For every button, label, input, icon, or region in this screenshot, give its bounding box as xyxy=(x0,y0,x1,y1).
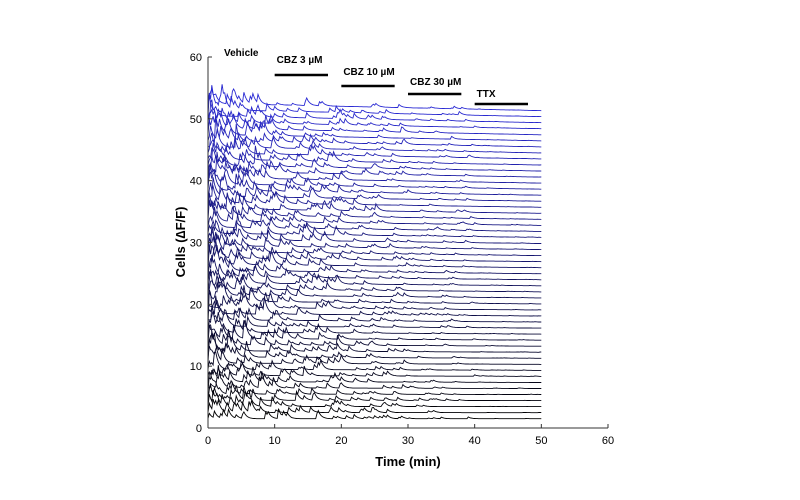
cell-trace xyxy=(207,329,542,353)
cell-trace xyxy=(207,141,542,166)
y-axis-label: Cells (∆F/F) xyxy=(173,207,188,278)
cell-trace xyxy=(208,151,542,184)
y-tick-label: 50 xyxy=(190,114,202,126)
cell-trace xyxy=(208,116,542,154)
x-tick-label: 60 xyxy=(602,435,614,447)
y-tick-label: 60 xyxy=(190,52,202,64)
cell-trace xyxy=(207,398,542,414)
cell-trace xyxy=(207,84,542,118)
x-tick-label: 50 xyxy=(535,435,547,447)
cell-trace xyxy=(207,269,542,299)
x-axis-label: Time (min) xyxy=(375,454,441,469)
cell-trace xyxy=(207,231,542,257)
y-tick-label: 10 xyxy=(190,361,202,373)
cell-trace xyxy=(207,164,542,190)
cell-trace xyxy=(207,341,542,359)
cell-trace xyxy=(208,295,542,323)
cell-trace xyxy=(208,173,542,202)
treatment-annotations: Vehicle CBZ 3 µM CBZ 10 µM CBZ 30 µM TTX xyxy=(224,48,528,106)
cell-trace xyxy=(207,319,542,341)
cell-trace xyxy=(207,182,542,208)
cell-trace xyxy=(207,88,542,112)
treatment-label: CBZ 30 µM xyxy=(410,77,461,88)
treatment-label: TTX xyxy=(477,89,496,100)
treatment-label: CBZ 3 µM xyxy=(277,55,323,66)
cell-trace xyxy=(207,289,542,329)
cell-trace xyxy=(208,230,542,251)
cell-trace xyxy=(207,116,542,142)
y-tick-label: 0 xyxy=(196,423,202,435)
x-tick-label: 10 xyxy=(269,435,281,447)
cell-trace xyxy=(207,362,542,377)
x-tick-label: 40 xyxy=(469,435,481,447)
cell-trace xyxy=(207,214,542,238)
cell-trace xyxy=(207,132,542,160)
cell-trace xyxy=(207,199,542,226)
y-tick-label: 20 xyxy=(190,299,202,311)
cell-trace xyxy=(207,192,542,220)
trace-group xyxy=(207,84,542,420)
cell-trace xyxy=(207,366,542,383)
cell-trace xyxy=(207,389,542,408)
cell-trace xyxy=(207,171,542,196)
cell-trace xyxy=(207,383,542,402)
cell-trace xyxy=(207,351,542,371)
cell-trace xyxy=(208,274,542,293)
cell-trace xyxy=(207,94,542,124)
cell-trace xyxy=(207,155,542,178)
treatment-label: Vehicle xyxy=(224,48,259,59)
cell-trace xyxy=(207,407,542,420)
cell-trace xyxy=(207,254,542,281)
y-tick-label: 40 xyxy=(190,176,202,188)
cell-trace xyxy=(207,125,542,148)
cell-trace xyxy=(207,268,542,287)
cell-trace xyxy=(207,190,542,214)
x-tick-label: 0 xyxy=(205,435,211,447)
x-tick-label: 20 xyxy=(335,435,347,447)
cell-trace xyxy=(207,99,542,136)
x-axis-ticks: 0 10 20 30 40 50 60 xyxy=(205,424,614,447)
cell-trace xyxy=(207,145,542,172)
cell-trace xyxy=(207,244,542,275)
cell-trace xyxy=(207,372,542,395)
y-axis-ticks: 0 10 20 30 40 50 60 xyxy=(190,52,212,435)
cell-trace xyxy=(207,324,542,347)
y-tick-label: 30 xyxy=(190,238,202,250)
cell-trace xyxy=(207,278,542,305)
cell-trace xyxy=(207,206,542,232)
cell-trace xyxy=(207,332,542,365)
cell-trace xyxy=(207,285,542,311)
cell-trace xyxy=(207,240,542,269)
cell-trace xyxy=(207,306,542,335)
cell-trace xyxy=(207,227,542,263)
cell-trace xyxy=(207,219,542,244)
treatment-label: CBZ 10 µM xyxy=(343,67,394,78)
cell-trace xyxy=(207,107,542,130)
x-tick-label: 30 xyxy=(402,435,414,447)
